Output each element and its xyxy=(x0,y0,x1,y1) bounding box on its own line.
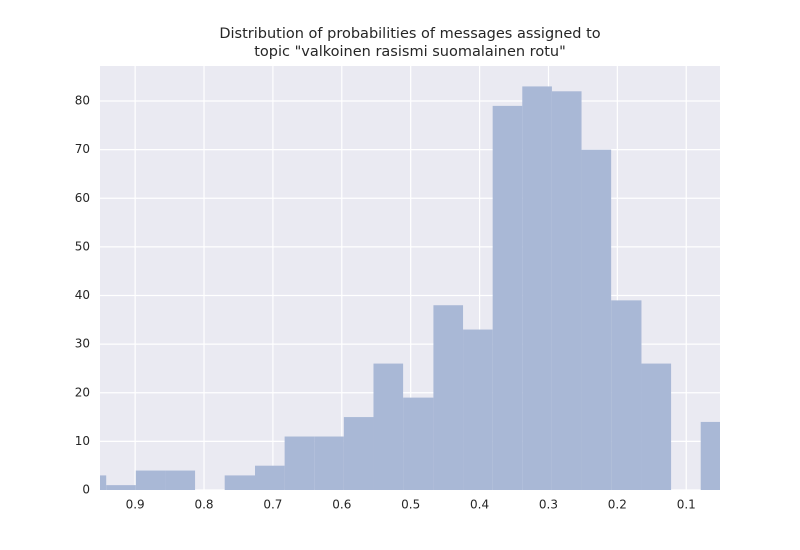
chart-title: topic "valkoinen rasismi suomalainen rot… xyxy=(254,44,566,60)
bar xyxy=(641,363,672,490)
bar xyxy=(463,329,493,490)
x-tick-label: 0.7 xyxy=(263,498,282,512)
bar xyxy=(255,465,285,490)
y-tick-label: 70 xyxy=(75,142,90,156)
bar xyxy=(284,436,315,490)
bar xyxy=(403,397,434,490)
bar xyxy=(581,149,612,490)
y-tick-label: 30 xyxy=(75,337,90,351)
x-tick-label: 0.3 xyxy=(539,498,558,512)
bar xyxy=(106,485,136,490)
bar xyxy=(433,305,464,490)
x-tick-label: 0.8 xyxy=(194,498,213,512)
y-tick-label: 50 xyxy=(75,239,90,253)
bar xyxy=(492,105,523,490)
y-tick-label: 80 xyxy=(75,94,90,108)
bars xyxy=(100,86,720,490)
chart-title: Distribution of probabilities of message… xyxy=(219,26,600,42)
bar xyxy=(700,421,720,490)
y-tick-label: 60 xyxy=(75,191,90,205)
y-tick-label: 0 xyxy=(82,483,90,497)
bar xyxy=(165,470,196,490)
bar xyxy=(551,91,582,490)
bar xyxy=(373,363,404,490)
bar xyxy=(343,417,374,490)
x-tick-label: 0.5 xyxy=(401,498,420,512)
x-tick-label: 0.4 xyxy=(470,498,489,512)
bar xyxy=(611,300,642,490)
bar xyxy=(135,470,166,490)
bar xyxy=(224,475,255,490)
x-tick-label: 0.1 xyxy=(677,498,696,512)
x-tick-label: 0.9 xyxy=(126,498,145,512)
bar xyxy=(314,436,344,490)
y-tick-label: 10 xyxy=(75,434,90,448)
y-tick-label: 20 xyxy=(75,385,90,399)
bar xyxy=(100,475,107,490)
tick-labels: 0 10 20 30 40 50 60 70 80 0.9 0.8 0.7 0.6 0.5 0.4 0.3 0.… xyxy=(75,94,696,512)
y-tick-label: 40 xyxy=(75,288,90,302)
x-tick-label: 0.6 xyxy=(332,498,351,512)
bar xyxy=(522,86,552,490)
x-tick-label: 0.2 xyxy=(608,498,627,512)
